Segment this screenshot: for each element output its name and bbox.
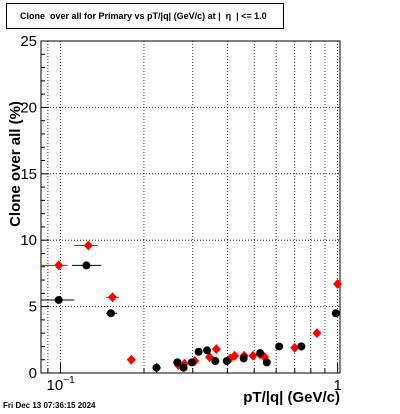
data-point — [331, 309, 340, 318]
data-point — [106, 309, 115, 318]
data-point — [108, 292, 118, 303]
data-point — [82, 261, 91, 270]
data-points — [41, 240, 343, 373]
grid-lines — [41, 41, 340, 373]
data-point — [275, 342, 284, 351]
data-point — [179, 363, 188, 372]
data-point — [333, 279, 343, 290]
x-tick-label: 10−1 — [47, 375, 76, 394]
data-point — [187, 358, 196, 367]
y-tick-label: 25 — [20, 33, 37, 50]
data-point — [173, 358, 182, 367]
data-point — [203, 346, 212, 355]
y-tick-label: 15 — [20, 166, 37, 183]
data-point — [262, 358, 271, 367]
data-point — [54, 295, 63, 304]
data-point — [239, 354, 248, 363]
y-tick-label: 0 — [29, 365, 37, 382]
y-tick-label: 5 — [29, 299, 37, 316]
x-tick-label: 1 — [333, 377, 341, 394]
data-point — [290, 342, 300, 353]
data-point — [230, 350, 240, 361]
timestamp-footer: Fri Dec 13 07:36:15 2024 — [3, 401, 96, 410]
data-point — [194, 347, 203, 356]
data-point — [211, 344, 221, 355]
data-point — [83, 240, 93, 251]
data-point — [222, 357, 231, 366]
chart-title-box: Clone over all for Primary vs pT/|q| (Ge… — [6, 3, 284, 29]
data-point — [297, 342, 306, 351]
chart-title: Clone over all for Primary vs pT/|q| (Ge… — [20, 11, 267, 21]
series-1 — [41, 261, 340, 372]
data-point — [126, 354, 136, 365]
data-point — [211, 357, 220, 366]
y-axis-label: Clone over all (%) — [7, 101, 24, 227]
y-tick-label: 20 — [20, 99, 37, 116]
data-point — [248, 350, 258, 361]
data-point — [256, 349, 265, 358]
x-axis-label: pT/|q| (GeV/c) — [243, 389, 340, 406]
data-point — [312, 328, 322, 339]
data-point — [152, 363, 161, 372]
plot-frame — [40, 40, 341, 374]
data-point — [54, 260, 64, 271]
y-tick-label: 10 — [20, 232, 37, 249]
axes: 0 5 10 15 20 25 10−1 1 — [20, 33, 341, 394]
